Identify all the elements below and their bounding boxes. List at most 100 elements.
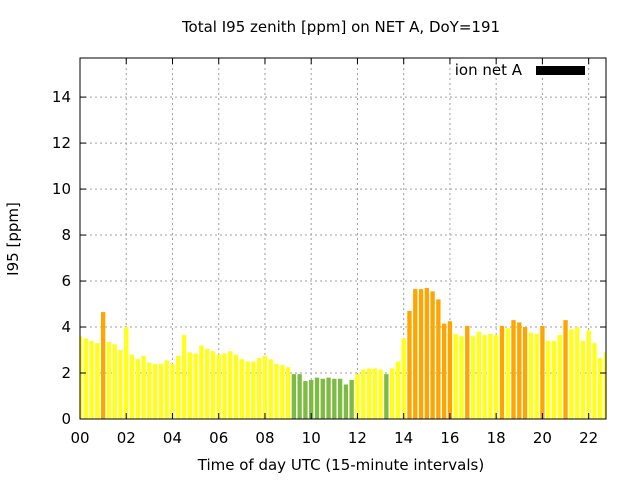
legend: ion net A xyxy=(455,61,585,79)
y-tick-label: 10 xyxy=(52,180,71,198)
bar xyxy=(100,312,106,419)
bar xyxy=(89,340,94,419)
bar xyxy=(430,291,435,419)
y-tick-label: 8 xyxy=(61,226,71,244)
bar xyxy=(309,379,314,419)
bar xyxy=(228,351,233,419)
x-axis-label: Time of day UTC (15-minute intervals) xyxy=(197,456,484,474)
bar xyxy=(546,340,551,419)
bar xyxy=(332,378,337,419)
x-tick-label: 06 xyxy=(209,429,228,447)
bar xyxy=(447,321,453,419)
bar xyxy=(459,336,464,419)
bar xyxy=(274,363,279,419)
bar xyxy=(441,323,447,419)
bar xyxy=(401,338,406,419)
bar xyxy=(389,368,395,419)
bar xyxy=(574,327,580,419)
bar xyxy=(366,368,372,419)
bar xyxy=(337,378,343,419)
bar xyxy=(465,325,470,419)
bar xyxy=(361,369,366,419)
bar xyxy=(83,338,88,419)
y-tick-label: 12 xyxy=(52,134,71,152)
bar xyxy=(522,327,528,419)
legend-label: ion net A xyxy=(455,61,523,79)
bar xyxy=(280,364,285,419)
bar xyxy=(297,374,302,419)
bar xyxy=(222,353,227,419)
bar xyxy=(303,381,308,419)
bar xyxy=(603,352,606,419)
bar xyxy=(187,352,192,419)
bar xyxy=(557,335,562,419)
bar xyxy=(453,333,458,419)
bar xyxy=(436,299,441,419)
bar xyxy=(424,287,429,419)
bar xyxy=(164,360,169,419)
bar xyxy=(499,325,505,419)
x-tick-label: 02 xyxy=(117,429,136,447)
x-tick-label: 18 xyxy=(487,429,506,447)
bar xyxy=(251,361,256,419)
bar xyxy=(551,340,557,419)
bar xyxy=(268,359,273,419)
bar xyxy=(384,374,389,419)
bar xyxy=(118,350,123,419)
bar xyxy=(204,348,210,419)
y-tick-label: 4 xyxy=(61,318,71,336)
bar xyxy=(517,322,522,419)
bar xyxy=(257,358,262,419)
y-axis-label: I95 [ppm] xyxy=(4,202,22,276)
bar xyxy=(528,332,534,419)
bar xyxy=(488,333,493,419)
bar xyxy=(586,330,591,419)
bar xyxy=(141,355,146,419)
bar xyxy=(563,320,568,419)
bar xyxy=(413,289,418,419)
bar xyxy=(470,336,476,419)
x-tick-label: 14 xyxy=(394,429,413,447)
bar xyxy=(494,335,499,419)
bar xyxy=(320,378,325,419)
bar xyxy=(569,329,574,419)
legend-swatch xyxy=(536,66,585,75)
bar xyxy=(129,354,135,419)
bar xyxy=(418,289,424,419)
plot-frame xyxy=(79,57,607,420)
bar xyxy=(326,377,331,419)
bar xyxy=(199,345,204,419)
x-tick-label: 22 xyxy=(579,429,598,447)
bars xyxy=(80,287,606,419)
x-tick-label: 10 xyxy=(302,429,321,447)
bar xyxy=(482,335,487,419)
y-axis: 0 2 4 6 8 10 12 14 xyxy=(52,88,606,428)
y-tick-label: 14 xyxy=(52,88,71,106)
y-tick-label: 0 xyxy=(61,410,71,428)
bar xyxy=(598,358,603,419)
y-tick-label: 6 xyxy=(61,272,71,290)
x-tick-label: 00 xyxy=(70,429,89,447)
bar xyxy=(395,361,401,419)
bar xyxy=(210,351,216,419)
bar xyxy=(285,367,291,419)
bar xyxy=(534,333,539,419)
bar xyxy=(95,343,100,419)
x-tick-label: 20 xyxy=(533,429,552,447)
bar xyxy=(193,353,198,419)
bar xyxy=(372,368,377,419)
bar xyxy=(505,328,510,419)
bar xyxy=(540,325,545,419)
x-tick-label: 04 xyxy=(163,429,182,447)
y-tick-label: 2 xyxy=(61,364,71,382)
bar xyxy=(291,374,297,419)
x-tick-label: 12 xyxy=(348,429,367,447)
bar xyxy=(176,355,181,419)
bar xyxy=(152,363,158,419)
bar xyxy=(592,343,597,419)
bar xyxy=(580,340,586,419)
bar xyxy=(314,377,320,419)
bar xyxy=(233,354,239,419)
bar xyxy=(511,320,516,419)
